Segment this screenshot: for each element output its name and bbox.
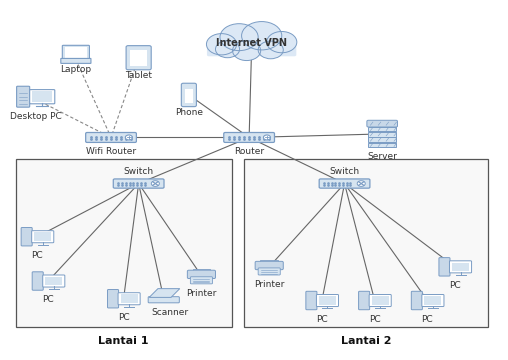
FancyBboxPatch shape xyxy=(86,132,136,143)
FancyBboxPatch shape xyxy=(126,46,151,70)
FancyBboxPatch shape xyxy=(61,58,91,63)
Circle shape xyxy=(258,41,283,59)
Circle shape xyxy=(151,181,160,186)
FancyBboxPatch shape xyxy=(306,291,317,310)
FancyBboxPatch shape xyxy=(130,50,147,66)
Circle shape xyxy=(242,22,282,50)
FancyBboxPatch shape xyxy=(118,293,140,305)
FancyBboxPatch shape xyxy=(65,47,87,58)
FancyBboxPatch shape xyxy=(411,291,422,310)
FancyBboxPatch shape xyxy=(148,297,179,303)
FancyBboxPatch shape xyxy=(316,294,338,306)
FancyBboxPatch shape xyxy=(185,89,193,103)
Text: Internet VPN: Internet VPN xyxy=(216,38,287,48)
Circle shape xyxy=(215,41,240,58)
Circle shape xyxy=(264,135,270,140)
FancyBboxPatch shape xyxy=(34,233,51,241)
FancyBboxPatch shape xyxy=(181,83,197,107)
Text: PC: PC xyxy=(316,315,328,324)
Text: PC: PC xyxy=(43,295,54,304)
Text: PC: PC xyxy=(449,281,461,290)
Text: Tablet: Tablet xyxy=(125,71,152,80)
FancyBboxPatch shape xyxy=(224,132,274,143)
FancyBboxPatch shape xyxy=(21,228,32,246)
Text: Printer: Printer xyxy=(254,280,284,289)
FancyBboxPatch shape xyxy=(369,294,391,306)
FancyBboxPatch shape xyxy=(359,291,370,310)
Circle shape xyxy=(357,181,365,186)
FancyBboxPatch shape xyxy=(319,296,336,305)
FancyBboxPatch shape xyxy=(368,137,396,142)
FancyBboxPatch shape xyxy=(368,127,396,131)
FancyBboxPatch shape xyxy=(29,90,55,104)
FancyBboxPatch shape xyxy=(319,179,370,188)
Text: Laptop: Laptop xyxy=(60,65,91,74)
FancyBboxPatch shape xyxy=(261,260,278,263)
FancyBboxPatch shape xyxy=(424,296,441,305)
FancyBboxPatch shape xyxy=(422,294,444,306)
FancyBboxPatch shape xyxy=(372,296,389,305)
Polygon shape xyxy=(149,289,180,297)
Circle shape xyxy=(125,135,133,140)
FancyBboxPatch shape xyxy=(368,132,396,136)
FancyBboxPatch shape xyxy=(258,268,280,275)
FancyBboxPatch shape xyxy=(187,270,215,279)
FancyBboxPatch shape xyxy=(62,45,89,60)
Text: PC: PC xyxy=(31,251,43,260)
FancyBboxPatch shape xyxy=(120,294,138,303)
FancyBboxPatch shape xyxy=(439,258,450,276)
FancyBboxPatch shape xyxy=(45,277,62,285)
FancyBboxPatch shape xyxy=(452,262,469,271)
FancyBboxPatch shape xyxy=(16,159,232,327)
FancyBboxPatch shape xyxy=(368,143,396,147)
FancyBboxPatch shape xyxy=(113,179,164,188)
Text: Phone: Phone xyxy=(175,108,203,117)
FancyBboxPatch shape xyxy=(190,277,212,284)
Text: Router: Router xyxy=(234,147,264,156)
FancyBboxPatch shape xyxy=(207,43,296,56)
Circle shape xyxy=(267,31,297,53)
Text: Switch: Switch xyxy=(330,167,360,176)
FancyBboxPatch shape xyxy=(367,120,397,127)
Text: Lantai 1: Lantai 1 xyxy=(99,336,149,346)
FancyBboxPatch shape xyxy=(193,269,210,272)
FancyBboxPatch shape xyxy=(43,275,65,287)
Circle shape xyxy=(220,24,258,51)
FancyBboxPatch shape xyxy=(108,289,118,308)
Text: Wifi Router: Wifi Router xyxy=(86,147,136,156)
FancyBboxPatch shape xyxy=(32,272,43,290)
Text: PC: PC xyxy=(118,313,130,322)
Text: Server: Server xyxy=(367,152,397,161)
Text: PC: PC xyxy=(422,315,433,324)
Text: Desktop PC: Desktop PC xyxy=(10,112,61,121)
FancyBboxPatch shape xyxy=(31,231,54,243)
FancyBboxPatch shape xyxy=(255,261,283,270)
FancyBboxPatch shape xyxy=(450,261,471,273)
Text: Lantai 2: Lantai 2 xyxy=(341,336,391,346)
FancyBboxPatch shape xyxy=(244,159,488,327)
FancyBboxPatch shape xyxy=(32,91,52,102)
Circle shape xyxy=(233,41,261,60)
Text: Scanner: Scanner xyxy=(151,308,188,317)
Text: PC: PC xyxy=(369,315,380,324)
FancyBboxPatch shape xyxy=(17,86,29,107)
Circle shape xyxy=(206,33,237,55)
Text: Printer: Printer xyxy=(186,289,216,298)
Text: Switch: Switch xyxy=(123,167,154,176)
